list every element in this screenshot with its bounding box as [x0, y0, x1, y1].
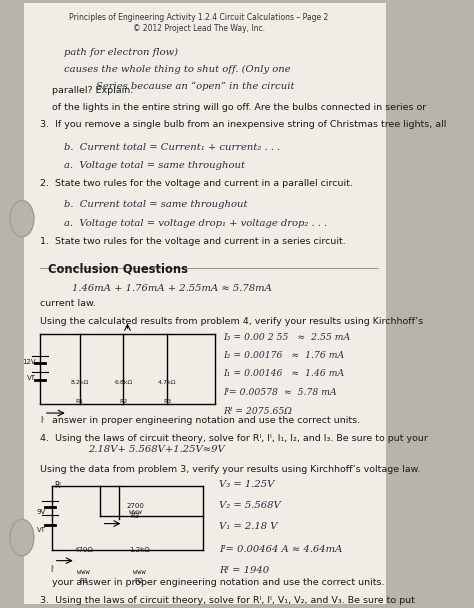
- Text: 3.  If you remove a single bulb from an inexpensive string of Christmas tree lig: 3. If you remove a single bulb from an i…: [40, 120, 446, 129]
- Text: of the lights in the entire string will go off. Are the bulbs connected in serie: of the lights in the entire string will …: [40, 103, 426, 112]
- Text: © 2012 Project Lead The Way, Inc.: © 2012 Project Lead The Way, Inc.: [133, 24, 265, 33]
- Text: 1.46mA + 1.76mA + 2.55mA ≈ 5.78mA: 1.46mA + 1.76mA + 2.55mA ≈ 5.78mA: [72, 284, 272, 292]
- Text: b.  Current total = Current₁ + current₂ . . .: b. Current total = Current₁ + current₂ .…: [64, 143, 280, 152]
- Text: R3: R3: [163, 399, 172, 404]
- Circle shape: [10, 201, 34, 237]
- FancyBboxPatch shape: [24, 3, 386, 604]
- Text: 3.  Using the laws of circuit theory, solve for Rᴵ, Iᴵ, V₁, V₂, and V₃. Be sure : 3. Using the laws of circuit theory, sol…: [40, 596, 415, 606]
- Text: 470Ω: 470Ω: [74, 547, 93, 553]
- Text: Rᴵ: Rᴵ: [54, 481, 61, 490]
- Text: Series because an “open” in the circuit: Series because an “open” in the circuit: [96, 82, 294, 91]
- Text: 9V: 9V: [36, 509, 46, 515]
- Text: VT: VT: [27, 375, 36, 381]
- Text: R2: R2: [135, 578, 144, 584]
- Text: 2.18V+ 5.568V+1.25V≈9V: 2.18V+ 5.568V+1.25V≈9V: [88, 445, 224, 454]
- Text: 2700: 2700: [127, 503, 145, 509]
- Text: Iᴵ= 0.00578  ≈  5.78 mA: Iᴵ= 0.00578 ≈ 5.78 mA: [223, 387, 337, 396]
- Text: Using the calculated results from problem 4, verify your results using Kirchhoff: Using the calculated results from proble…: [40, 317, 423, 326]
- Text: current law.: current law.: [40, 299, 96, 308]
- Text: R1: R1: [75, 399, 84, 404]
- Text: 1.  State two rules for the voltage and current in a series circuit.: 1. State two rules for the voltage and c…: [40, 237, 346, 246]
- Text: Using the data from problem 3, verify your results using Kirchhoff’s voltage law: Using the data from problem 3, verify yo…: [40, 465, 420, 474]
- Text: www: www: [77, 568, 90, 575]
- Text: I₂ = 0.00176   ≈  1.76 mA: I₂ = 0.00176 ≈ 1.76 mA: [223, 351, 344, 360]
- Text: 12V: 12V: [22, 359, 36, 365]
- Text: path for electron flow): path for electron flow): [64, 48, 178, 57]
- Text: 4.7kΩ: 4.7kΩ: [158, 379, 176, 385]
- Text: VT: VT: [37, 527, 46, 533]
- Circle shape: [10, 519, 34, 556]
- Text: Iᴵ= 0.00464 A ≈ 4.64mA: Iᴵ= 0.00464 A ≈ 4.64mA: [219, 545, 342, 554]
- Text: R1: R1: [79, 578, 88, 584]
- Text: I₃ = 0.00 2 55   ≈  2.55 mA: I₃ = 0.00 2 55 ≈ 2.55 mA: [223, 333, 350, 342]
- Text: V₂ = 5.568V: V₂ = 5.568V: [219, 501, 281, 510]
- Text: a.  Voltage total = voltage drop₁ + voltage drop₂ . . .: a. Voltage total = voltage drop₁ + volta…: [64, 219, 327, 227]
- Text: 4.  Using the laws of circuit theory, solve for Rᴵ, Iᴵ, I₁, I₂, and I₃. Be sure : 4. Using the laws of circuit theory, sol…: [40, 434, 428, 443]
- Text: answer in proper engineering notation and use the correct units.: answer in proper engineering notation an…: [40, 416, 360, 425]
- Text: 1.2kΩ: 1.2kΩ: [129, 547, 150, 553]
- Text: causes the whole thing to shut off. (Only one: causes the whole thing to shut off. (Onl…: [64, 65, 291, 74]
- Text: your answer in proper engineering notation and use the correct units.: your answer in proper engineering notati…: [40, 578, 384, 587]
- Text: Principles of Engineering Activity 1.2.4 Circuit Calculations – Page 2: Principles of Engineering Activity 1.2.4…: [70, 13, 329, 22]
- Text: www: www: [129, 509, 142, 515]
- Text: Conclusion Questions: Conclusion Questions: [48, 263, 188, 275]
- Text: parallel? Explain.: parallel? Explain.: [40, 86, 133, 95]
- Text: 6.8kΩ: 6.8kΩ: [114, 379, 133, 385]
- Text: I₁ = 0.00146   ≈  1.46 mA: I₁ = 0.00146 ≈ 1.46 mA: [223, 369, 344, 378]
- Text: R3: R3: [131, 513, 140, 519]
- Text: b.  Current total = same throughout: b. Current total = same throughout: [64, 201, 247, 209]
- Text: Rᴵ = 1940: Rᴵ = 1940: [219, 566, 269, 575]
- Text: V₃ = 1.25V: V₃ = 1.25V: [219, 480, 274, 489]
- Text: V₁ = 2.18 V: V₁ = 2.18 V: [219, 522, 278, 531]
- Text: R2: R2: [119, 399, 128, 404]
- Text: 2.  State two rules for the voltage and current in a parallel circuit.: 2. State two rules for the voltage and c…: [40, 179, 353, 188]
- Text: Iᴵ: Iᴵ: [40, 416, 44, 425]
- Text: a.  Voltage total = same throughout: a. Voltage total = same throughout: [64, 161, 245, 170]
- Text: 8.2kΩ: 8.2kΩ: [71, 379, 89, 385]
- Text: Rᴵ = 2075.65Ω: Rᴵ = 2075.65Ω: [223, 407, 292, 416]
- Text: www: www: [133, 568, 146, 575]
- Text: Iᴵ: Iᴵ: [50, 565, 54, 574]
